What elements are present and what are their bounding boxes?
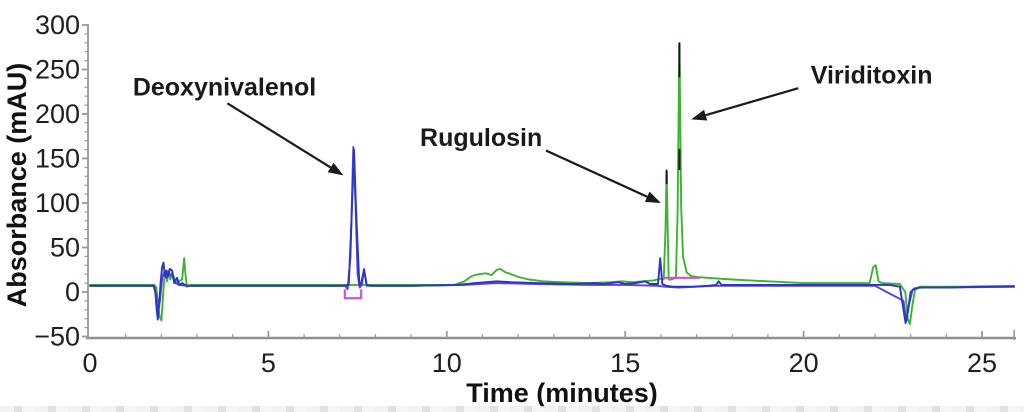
annotation-label: Rugulosin (420, 124, 542, 152)
y-tick-label: 300 (35, 10, 80, 40)
annotation-arrow-line (705, 87, 799, 117)
y-tick-label: 100 (35, 188, 80, 218)
annotation-label: Deoxynivalenol (133, 73, 316, 101)
y-tick-label: 200 (35, 99, 80, 129)
x-axis-title: Time (minutes) (466, 378, 658, 408)
x-tick-label: 25 (967, 348, 997, 378)
annotation-arrowhead (644, 191, 661, 203)
annotation-arrowhead (327, 162, 344, 176)
cropped-content-edge (0, 406, 1024, 412)
purple-trace (89, 145, 1016, 323)
x-tick-label: 10 (432, 348, 462, 378)
blue-trace (89, 148, 1016, 325)
y-tick-label: 150 (35, 144, 80, 174)
x-tick-label: 0 (82, 348, 97, 378)
x-tick-label: 20 (789, 348, 819, 378)
deoxynivalenol-integration-bracket (343, 289, 363, 300)
annotation-arrow-line (226, 102, 332, 169)
annotation-label: Viriditoxin (811, 62, 933, 90)
y-tick-label: −50 (34, 322, 80, 352)
x-tick-label: 15 (610, 348, 640, 378)
y-tick-label: 250 (35, 55, 80, 85)
annotation-arrowhead (691, 109, 708, 121)
y-tick-label: 50 (50, 233, 80, 263)
x-tick-label: 5 (261, 348, 276, 378)
y-tick-label: 0 (65, 277, 80, 307)
annotation-arrow-line (545, 149, 648, 198)
y-axis-title: Absorbance (mAU) (2, 63, 32, 308)
